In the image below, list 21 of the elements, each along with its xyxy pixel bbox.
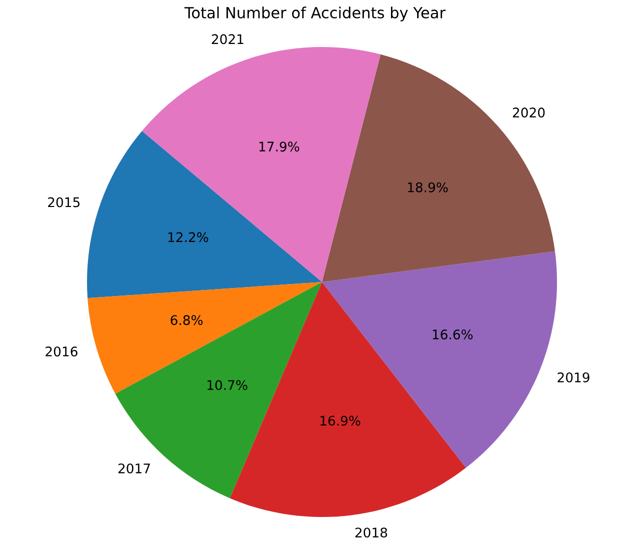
- slice-label: 2018: [355, 528, 388, 538]
- pie-slice: [88, 282, 322, 394]
- data-label: 6.8%: [170, 315, 203, 326]
- pie-slice: [322, 54, 555, 282]
- slice-label: 2016: [46, 346, 78, 356]
- slice-label: 2015: [48, 197, 80, 208]
- slice-label: 2020: [512, 108, 545, 118]
- data-label: 18.9%: [408, 182, 448, 192]
- data-label: 16.9%: [320, 416, 360, 426]
- data-label: 12.2%: [168, 232, 208, 242]
- pie-slice: [115, 282, 322, 498]
- slice-label: 2017: [118, 463, 150, 474]
- slice-label: 2019: [558, 372, 590, 382]
- slice-label: 2021: [212, 34, 244, 44]
- data-label: 16.6%: [432, 329, 473, 340]
- pie-slice: [142, 47, 381, 282]
- data-label: 10.7%: [208, 380, 248, 390]
- chart-title: Total Number of Accidents by Year: [184, 6, 446, 22]
- pie-slice: [87, 130, 322, 298]
- data-label: 17.9%: [259, 142, 300, 152]
- pie-slice: [322, 251, 557, 468]
